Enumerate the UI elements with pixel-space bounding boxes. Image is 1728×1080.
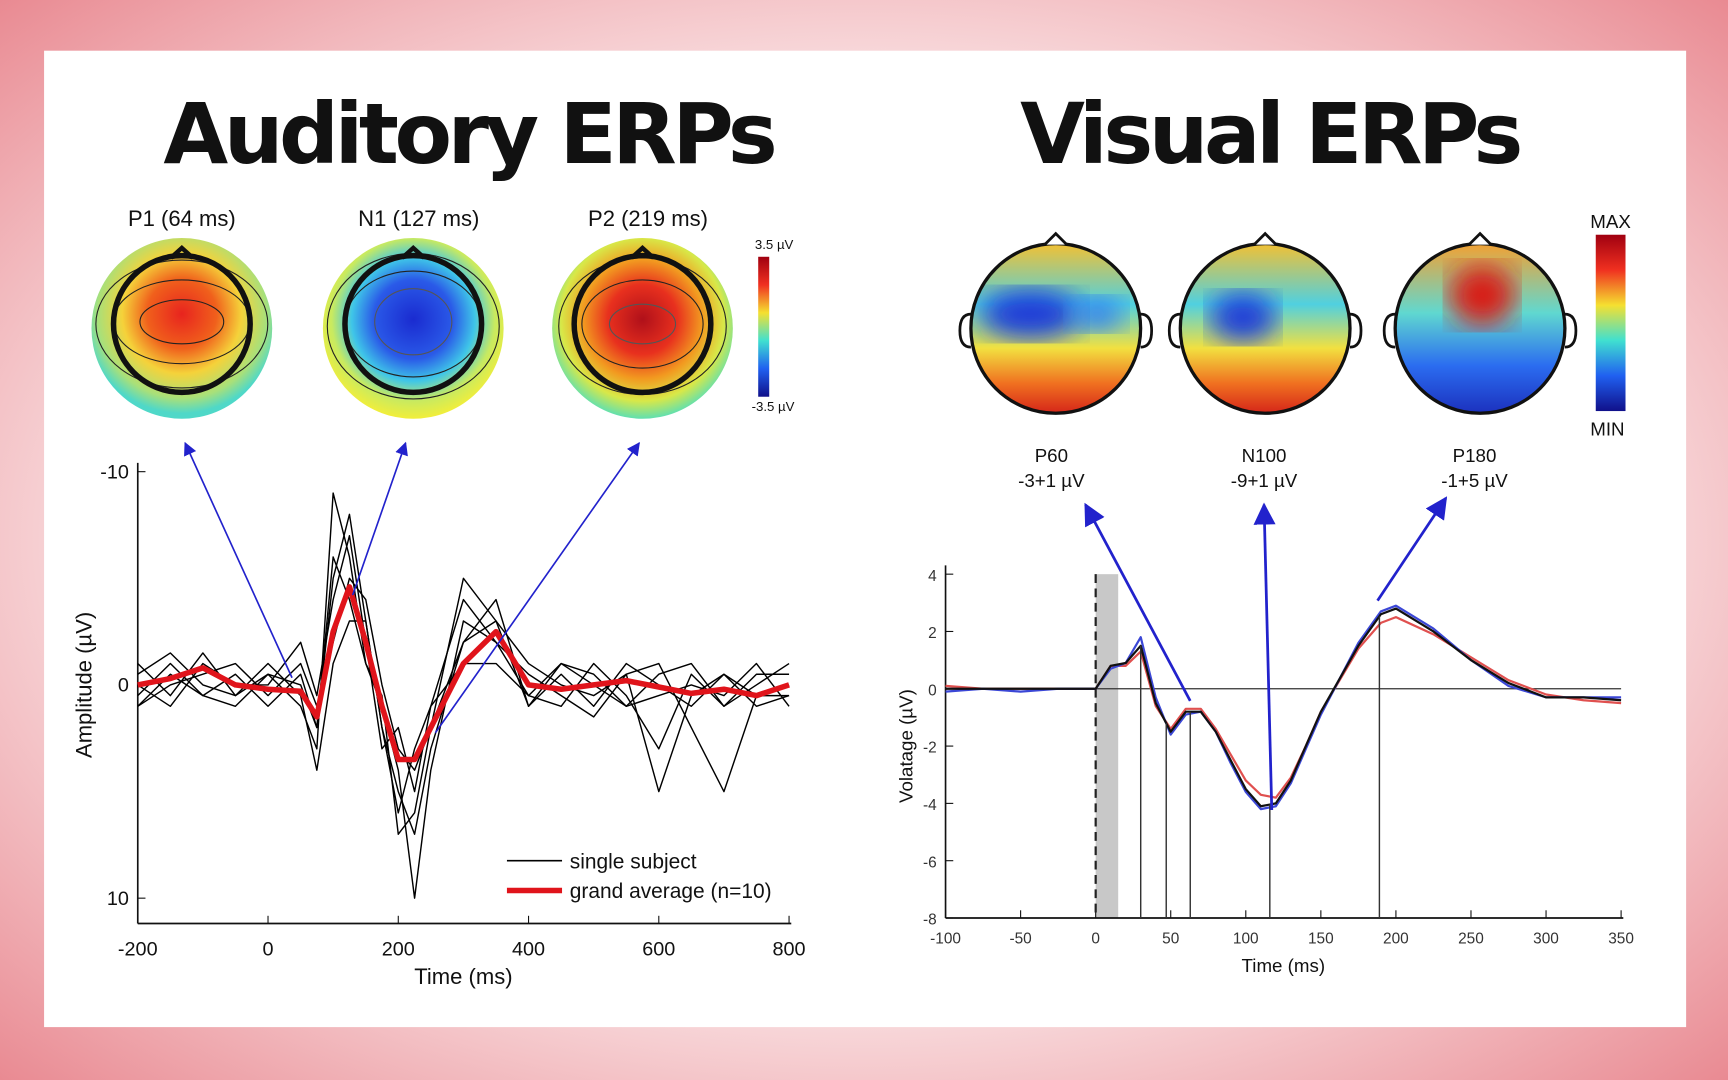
annotation-text: -3+1 µV [1018,470,1085,491]
y-tick-label: -4 [923,797,937,814]
colorbar-label: 3.5 µV [755,237,794,252]
colorbar [1595,234,1626,412]
topomap [322,238,504,419]
colorbar-label: MAX [1590,211,1631,232]
x-tick-label: 0 [263,938,274,960]
annotation-label: N100 [1242,445,1287,466]
legend-label: grand average (n=10) [570,880,772,903]
x-tick-label: 50 [1162,930,1179,947]
y-tick-label: 2 [928,625,937,642]
colorbar [758,256,770,397]
x-tick-label: 200 [382,938,415,960]
annotation-text: -1+5 µV [1441,470,1508,491]
topomap [552,238,733,419]
topomap-label: P1 (64 ms) [128,206,236,231]
y-tick-label: -6 [923,854,937,871]
data-line [137,556,790,835]
colorbar-label: -3.5 µV [752,399,795,414]
plot: -200 0 200 400 600 800 -10 0 10 Time (ms) Amplitud… [71,461,805,989]
data-line [137,584,790,763]
x-tick-label: -100 [930,930,961,947]
x-tick-label: -200 [118,938,158,960]
topomap [91,238,273,419]
x-tick-label: 150 [1308,930,1334,947]
annotation-label: P180 [1453,445,1497,466]
x-tick-label: 800 [773,938,806,960]
x-tick-label: 300 [1533,930,1559,947]
x-tick-label: 100 [1233,930,1259,947]
arrows [184,441,1448,811]
data-line [945,607,1622,808]
topomap [958,231,1154,415]
x-tick-label: -50 [1009,930,1031,947]
y-axis-label: Volatage (µV) [895,689,916,803]
shaded-interval [1095,574,1119,918]
x-tick-label: 350 [1608,930,1634,947]
topomap-label: N1 (127 ms) [358,206,479,231]
x-tick-label: 250 [1458,930,1484,947]
data-line [137,577,790,793]
annotation-text: -9+1 µV [1231,470,1298,491]
x-axis-label: Time (ms) [414,964,512,989]
annotation-label: P60 [1035,445,1068,466]
chart-title: Visual ERPs [1020,85,1519,183]
panel [44,50,1687,1028]
data-line [137,620,790,814]
topomap [1167,231,1363,415]
y-axis-label: Amplitude (µV) [71,612,96,758]
plot: -100 -50 0 50 100 150 200 250 300 350 -8 -6 -4 -2 0 2 4 T… [895,445,1633,976]
x-tick-label: 200 [1383,930,1409,947]
data-line [137,534,790,793]
y-tick-label: -2 [923,740,937,757]
x-tick-label: 600 [642,938,675,960]
y-tick-label: -10 [100,461,129,483]
y-tick-label: 10 [107,888,129,910]
x-axis-label: Time (ms) [1242,955,1326,976]
legend-label: single subject [570,850,697,873]
x-tick-label: 400 [512,938,545,960]
topomap [1382,231,1578,415]
y-tick-label: 0 [928,682,937,699]
y-tick-label: 4 [928,568,937,585]
topomap-label: P2 (219 ms) [588,206,708,231]
x-tick-label: 0 [1091,930,1100,947]
y-tick-label: 0 [118,675,129,697]
chart-title: Auditory ERPs [163,85,773,183]
colorbar-label: MIN [1590,418,1624,439]
y-tick-label: -8 [923,912,937,929]
